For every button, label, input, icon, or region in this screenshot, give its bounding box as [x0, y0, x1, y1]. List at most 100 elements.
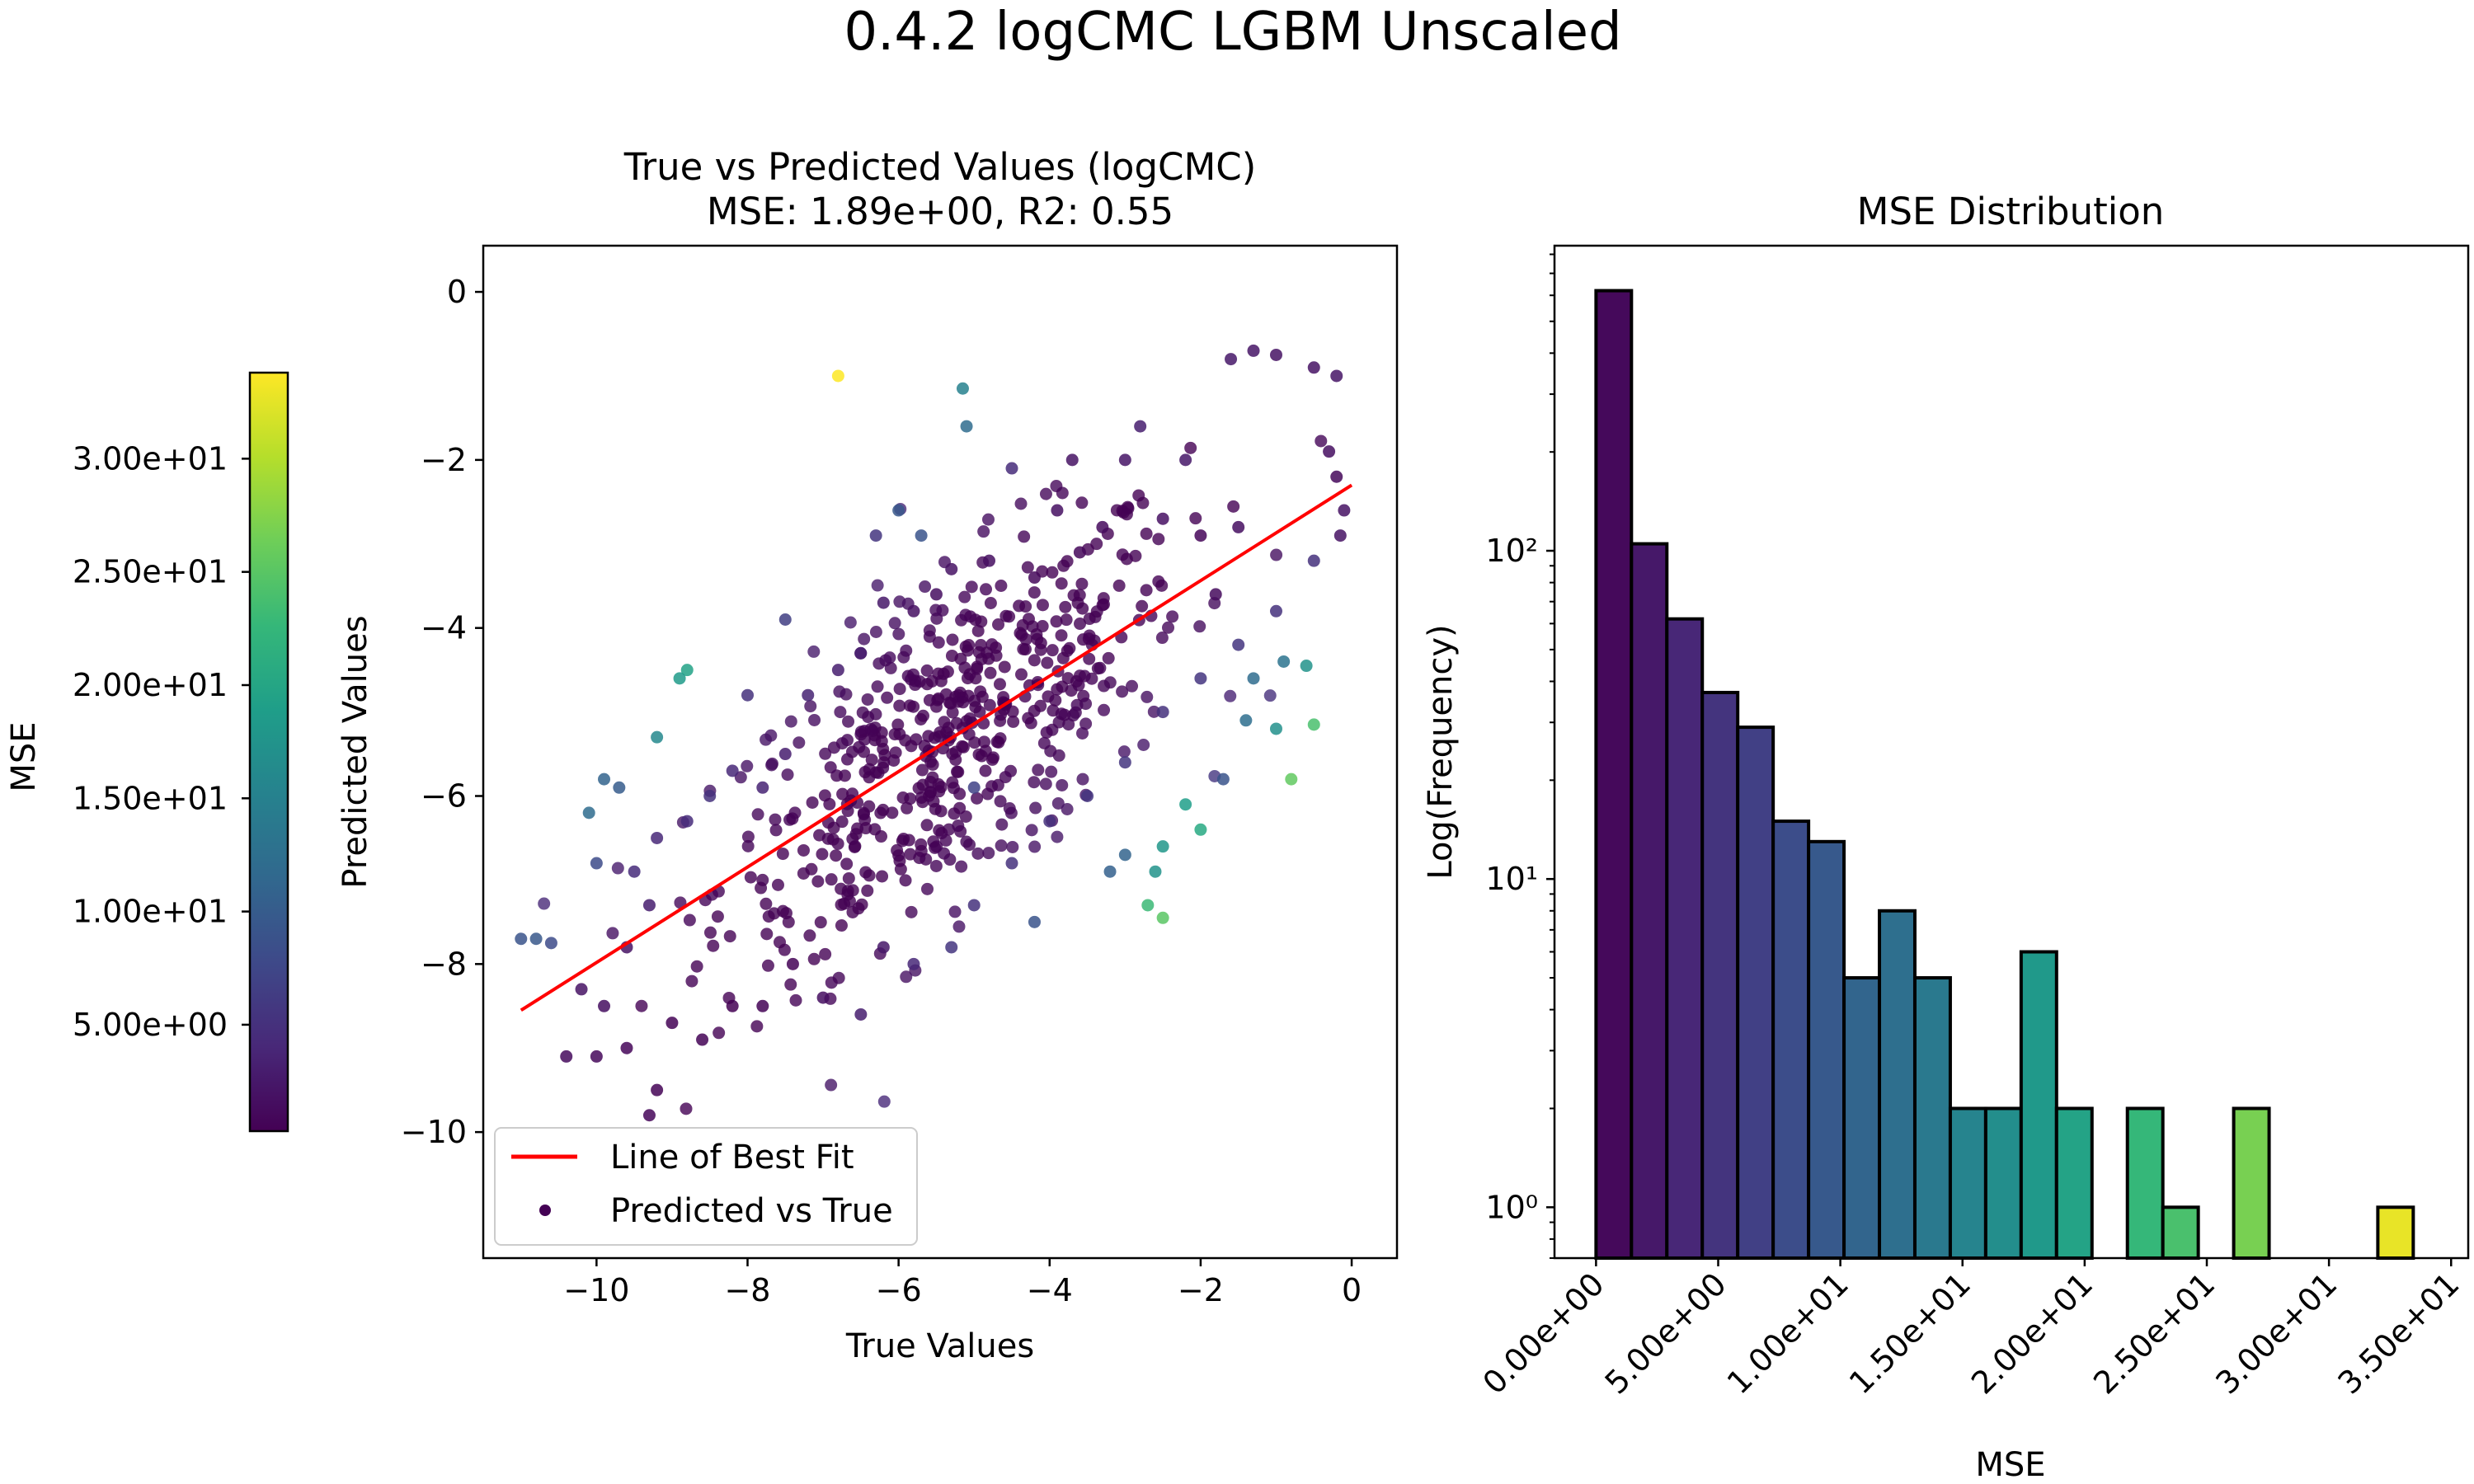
scatter-ytick-label: −4: [421, 610, 467, 646]
scatter-point: [635, 999, 648, 1012]
scatter-point: [893, 699, 906, 712]
scatter-point: [1028, 776, 1041, 789]
scatter-point: [1118, 848, 1131, 862]
scatter-point: [835, 815, 849, 829]
scatter-point: [751, 808, 764, 821]
histogram-bar: [1665, 617, 1705, 1260]
scatter-point: [1269, 722, 1282, 735]
scatter-point: [1059, 600, 1072, 613]
scatter-point: [575, 983, 588, 996]
scatter-point: [1315, 434, 1328, 448]
scatter-point: [1028, 586, 1041, 599]
scatter-point: [1003, 610, 1016, 623]
scatter-point: [582, 806, 595, 819]
scatter-point: [876, 870, 889, 883]
scatter-point: [1338, 504, 1351, 517]
histogram-bar: [2232, 1106, 2271, 1260]
scatter-point: [1103, 865, 1117, 878]
scatter-point: [1194, 672, 1207, 685]
scatter-xtick-label: 0: [1342, 1272, 1362, 1308]
scatter-xtick-label: −6: [876, 1272, 922, 1308]
scatter-point: [1126, 679, 1139, 693]
scatter-point: [1194, 823, 1207, 836]
scatter-point: [865, 754, 878, 767]
scatter-point: [666, 1017, 679, 1030]
scatter-point: [1029, 801, 1042, 815]
scatter-point: [1074, 618, 1087, 631]
scatter-point: [899, 874, 912, 887]
scatter-point: [680, 664, 694, 677]
scatter-point: [1003, 802, 1016, 815]
histogram-bar: [2161, 1205, 2200, 1260]
scatter-point: [980, 583, 993, 596]
scatter-point: [1045, 765, 1058, 778]
scatter-point: [1057, 559, 1070, 572]
scatter-point: [628, 865, 641, 878]
scatter-point: [827, 741, 840, 754]
scatter-point: [994, 795, 1007, 808]
scatter-point: [1025, 824, 1038, 837]
scatter-ytick-label: −6: [421, 778, 467, 815]
scatter-xtick-label: −4: [1027, 1272, 1073, 1308]
scatter-point: [874, 806, 887, 819]
scatter-point: [1209, 588, 1222, 601]
scatter-point: [696, 1033, 709, 1046]
scatter-point: [833, 685, 846, 698]
scatter-point: [869, 625, 882, 638]
scatter-point: [611, 862, 624, 875]
scatter-point: [761, 959, 774, 972]
histogram-bar: [1771, 819, 1811, 1260]
scatter-point: [685, 974, 698, 988]
scatter-point: [855, 898, 868, 911]
scatter-point: [1118, 756, 1131, 769]
scatter-point: [992, 735, 1005, 749]
scatter-point: [854, 646, 868, 660]
scatter-point: [1194, 529, 1207, 542]
scatter-point: [985, 753, 999, 766]
scatter-point: [945, 941, 958, 954]
scatter-xtick-label: −10: [563, 1272, 629, 1308]
scatter-point: [1018, 530, 1031, 543]
scatter-point: [1061, 644, 1074, 657]
scatter-point: [797, 843, 810, 857]
scatter-point: [1034, 643, 1047, 656]
scatter-point: [884, 661, 897, 674]
scatter-point: [967, 781, 981, 794]
scatter-point: [923, 630, 936, 643]
scatter-point: [934, 781, 948, 794]
scatter-title-line2: MSE: 1.89e+00, R2: 0.55: [707, 190, 1174, 233]
scatter-point: [784, 715, 797, 728]
scatter-xlabel: True Values: [845, 1327, 1034, 1365]
scatter-point: [907, 957, 920, 970]
scatter-point: [1049, 693, 1062, 707]
scatter-point: [1140, 584, 1153, 597]
scatter-point: [613, 781, 626, 794]
scatter-point: [1040, 726, 1053, 739]
scatter-point: [831, 664, 844, 677]
scatter-point: [929, 859, 943, 872]
scatter-point: [1056, 486, 1069, 500]
scatter-point: [1079, 697, 1093, 711]
scatter-point: [824, 761, 837, 774]
scatter-point: [881, 691, 894, 704]
scatter-ytick-label: −8: [421, 946, 467, 982]
scatter-point: [807, 952, 821, 965]
legend-scatter-label: Predicted vs True: [610, 1192, 893, 1230]
scatter-point: [886, 806, 899, 819]
scatter-point: [845, 745, 858, 758]
scatter-point: [984, 596, 997, 609]
scatter-point: [1075, 577, 1089, 590]
scatter-point: [771, 878, 784, 891]
scatter-point: [808, 713, 821, 726]
scatter-point: [1323, 445, 1336, 458]
scatter-point: [804, 700, 817, 713]
scatter-point: [1263, 689, 1277, 702]
histogram-bar: [1700, 690, 1740, 1260]
scatter-point: [915, 763, 929, 777]
scatter-point: [1333, 529, 1347, 542]
scatter-point: [1062, 718, 1075, 731]
scatter-point: [938, 847, 951, 860]
scatter-point: [778, 748, 792, 761]
scatter-point: [1137, 738, 1150, 751]
best-fit-line: [520, 483, 1353, 1012]
